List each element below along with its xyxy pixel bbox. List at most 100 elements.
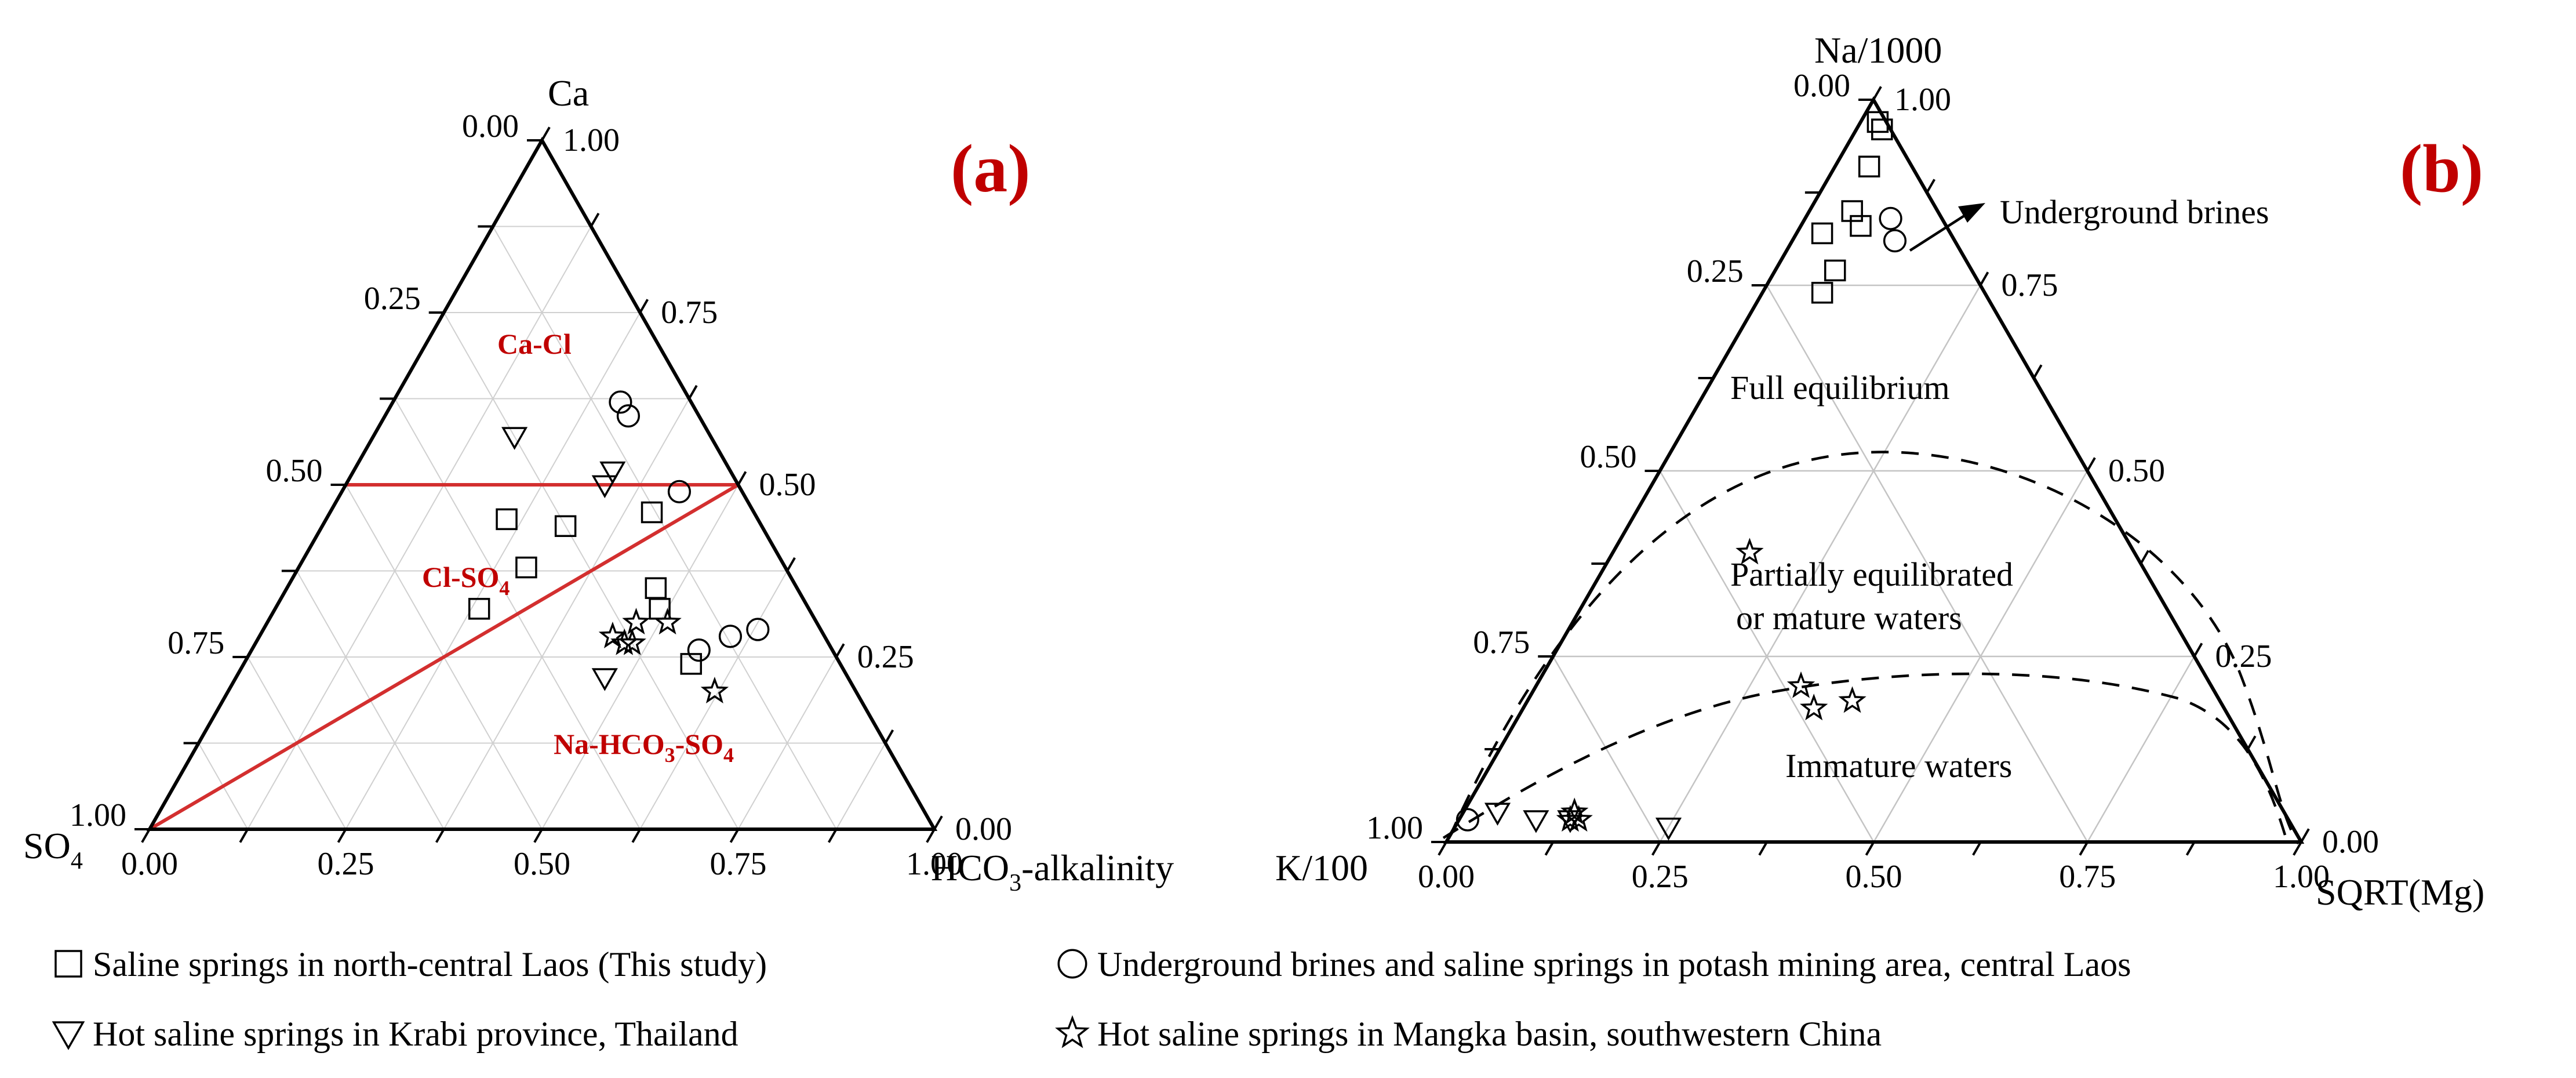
grid-line [1659, 470, 1875, 843]
tick-label-left: 0.25 [364, 281, 421, 317]
data-point-star [1560, 797, 1589, 825]
tick-marks-b [1431, 86, 2310, 856]
data-point-star [653, 608, 682, 635]
data-point-star [1787, 671, 1815, 698]
legend-marker-star [1055, 1015, 1090, 1048]
ternary-grid-b [1552, 284, 2195, 843]
legend-label-square: Saline springs in north-central Laos (Th… [93, 945, 767, 983]
data-point-circle [609, 390, 632, 414]
tick-label-bottom: 0.25 [1632, 859, 1689, 895]
legend-label-circle: Underground brines and saline springs in… [1097, 945, 2131, 983]
data-point-triangle-down [591, 668, 618, 691]
data-point-square [496, 508, 518, 531]
axis-label-na1000: Na/1000 [1814, 30, 1942, 71]
data-point-square [1871, 118, 1893, 140]
legend-label-triangle: Hot saline springs in Krabi province, Th… [93, 1015, 738, 1053]
data-point-star [1838, 686, 1866, 713]
tick-label-left: 0.00 [1793, 68, 1850, 104]
axis-label-k100: K/100 [1275, 847, 1368, 888]
tick-label-left: 0.50 [266, 453, 323, 489]
grid-line [737, 656, 837, 830]
tick-mark [926, 829, 936, 843]
data-point-triangle-down [599, 461, 626, 485]
data-point-circle [1883, 229, 1907, 253]
data-point-triangle-down [591, 475, 618, 499]
zone-label-mature-waters: or mature waters [1736, 599, 1962, 637]
tick-label-right: 0.50 [759, 467, 816, 503]
tick-mark [2247, 735, 2257, 750]
tick-label-right: 1.00 [563, 122, 620, 158]
tick-label-right: 0.75 [661, 295, 718, 331]
tick-mark [631, 829, 641, 843]
tick-label-bottom: 0.00 [1418, 859, 1475, 895]
axis-label-so4: SO4 [23, 825, 83, 874]
legend-markers [52, 949, 1090, 1050]
data-point-circle [667, 480, 692, 503]
tick-label-bottom: 0.50 [1846, 859, 1902, 895]
axis-label-so4-main: SO [23, 825, 71, 866]
axis-label-hco3: HCO3-alkalinity [931, 847, 1174, 896]
data-point-star [598, 621, 627, 649]
legend-marker-square [54, 950, 82, 978]
tick-mark [688, 384, 698, 400]
axis-label-hco3-main: HCO [931, 847, 1009, 888]
tick-label-left: 1.00 [70, 797, 126, 833]
zone-label-full-equilibrium: Full equilibrium [1730, 369, 1950, 406]
tick-mark [2293, 841, 2302, 856]
data-point-square [468, 598, 490, 620]
data-point-triangle-down [1655, 817, 1682, 841]
tick-mark [337, 829, 347, 843]
ternary-panel-b: 0.00 1.000.000.25 0.750.250.50 0.500.500.75… [1275, 30, 2484, 913]
data-point-star [1556, 805, 1585, 832]
tick-mark [2079, 841, 2089, 856]
tick-labels-a: 0.00 1.000.000.25 0.750.250.50 0.500.500.75… [70, 108, 1012, 882]
grid-line [639, 571, 788, 830]
region-label-na-tail: -SO [675, 728, 723, 760]
tick-mark [141, 829, 151, 843]
tick-label-bottom: 1.00 [2273, 859, 2330, 895]
immature-waters-curve [1442, 672, 2288, 841]
tick-mark [1979, 271, 1989, 286]
tick-mark [1758, 841, 1768, 856]
tick-mark [737, 471, 747, 485]
boundary-lines-a [148, 483, 740, 831]
tick-label-bottom: 0.25 [318, 846, 374, 882]
data-point-square [1841, 200, 1863, 222]
data-point-star [700, 676, 729, 703]
region-label-na-sub1: 3 [665, 743, 675, 767]
legend-marker-triangle-down [52, 1021, 85, 1050]
axis-label-hco3-sub: 3 [1009, 870, 1021, 896]
tick-mark [933, 815, 943, 830]
data-point-star [1564, 805, 1593, 832]
data-point-square [641, 501, 663, 524]
tick-mark [533, 829, 543, 843]
region-label-na-hco3-so4: Na-HCO3-SO4 [554, 728, 734, 767]
tick-label-left: 0.25 [1687, 253, 1744, 289]
tick-mark [435, 829, 445, 843]
annotation-underground-brines: Underground brines [2000, 193, 2269, 231]
data-point-triangle-down [501, 427, 528, 450]
data-point-star [618, 628, 646, 655]
axis-label-sqrt-mg: SQRT(Mg) [2316, 872, 2484, 913]
tick-mark [2140, 550, 2149, 564]
region-label-cl-so4-sub: 4 [499, 576, 510, 600]
tick-mark [1926, 179, 1935, 193]
tick-mark [2086, 457, 2096, 471]
tick-label-right: 1.00 [1894, 82, 1951, 118]
region-label-na-sub2: 4 [723, 743, 734, 767]
tick-mark [828, 829, 838, 843]
tick-mark [1544, 841, 1555, 856]
grid-line [2087, 656, 2195, 843]
data-points-a [468, 390, 770, 703]
axis-label-ca: Ca [548, 72, 589, 114]
data-point-square [1858, 155, 1880, 177]
tick-mark [786, 557, 796, 572]
equilibrium-curves-b [1442, 451, 2300, 845]
tick-label-left: 0.75 [1473, 625, 1530, 660]
tick-label-left: 0.50 [1580, 439, 1637, 475]
tick-label-bottom: 0.50 [514, 846, 570, 882]
grid-line [443, 398, 690, 830]
data-point-square [1811, 282, 1833, 304]
region-label-cl-so4-main: Cl-SO [422, 561, 499, 593]
grid-line [1552, 656, 1661, 843]
